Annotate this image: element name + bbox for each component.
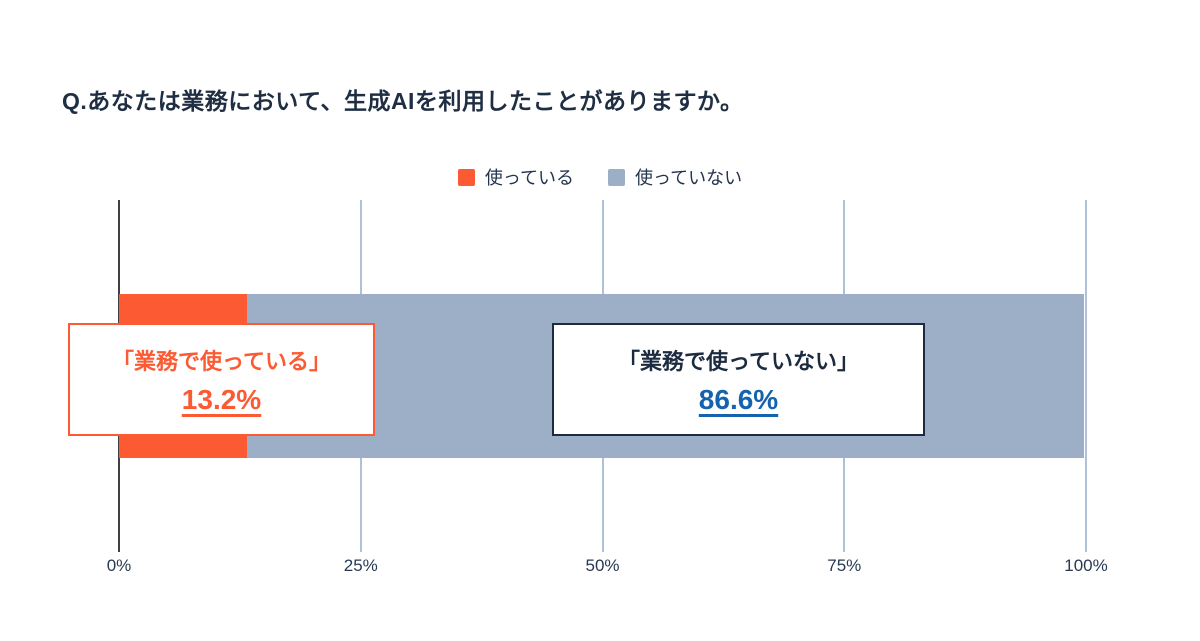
legend-swatch-not-using-icon bbox=[608, 168, 625, 186]
callout-using: 「業務で使っている」 13.2% bbox=[68, 323, 375, 436]
legend-swatch-using-icon bbox=[457, 168, 475, 186]
x-tick-label-100: 100% bbox=[1064, 556, 1108, 575]
x-axis: 0% 25% 50% 75% 100% bbox=[107, 556, 1108, 580]
legend-item-using[interactable]: 使っている bbox=[457, 164, 574, 190]
legend: 使っている 使っていない bbox=[0, 164, 1200, 190]
legend-label-not-using: 使っていない bbox=[635, 168, 743, 188]
gridline-100 bbox=[1085, 200, 1087, 552]
legend-item-not-using[interactable]: 使っていない bbox=[608, 164, 742, 190]
legend-label-using: 使っている bbox=[484, 168, 574, 188]
x-tick-label-25: 25% bbox=[343, 556, 378, 575]
x-tick-label-75: 75% bbox=[827, 556, 862, 575]
x-tick-label-50: 50% bbox=[585, 556, 620, 575]
x-tick-label-0: 0% bbox=[106, 556, 132, 575]
callout-not-using-value: 86.6% bbox=[698, 383, 779, 415]
callout-using-value: 13.2% bbox=[181, 383, 262, 415]
callout-not-using-label: 「業務で使っていない」 bbox=[618, 348, 859, 374]
chart-title: Q.あなたは業務において、生成AIを利用したことがありますか。 bbox=[62, 88, 744, 114]
callout-not-using: 「業務で使っていない」 86.6% bbox=[552, 323, 925, 436]
callout-using-label: 「業務で使っている」 bbox=[112, 348, 331, 374]
